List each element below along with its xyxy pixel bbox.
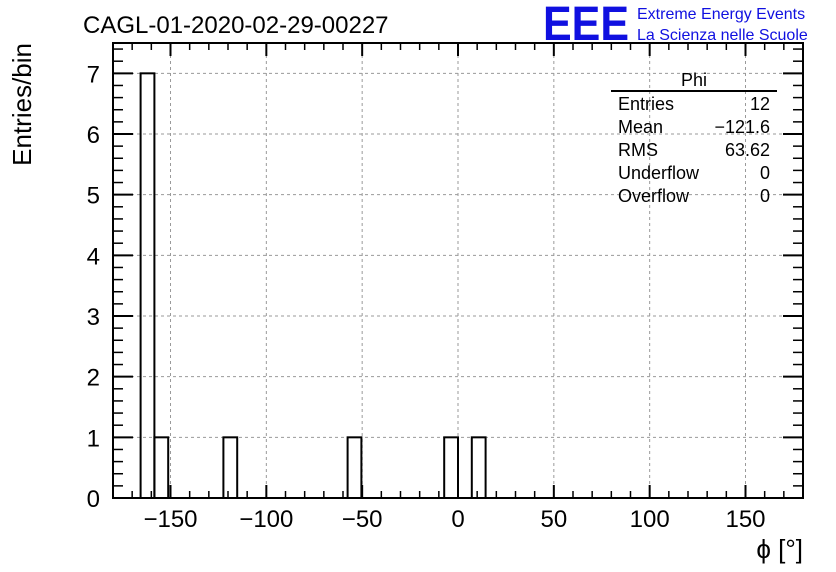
y-tick-label: 1	[87, 425, 100, 452]
x-tick-label: 100	[630, 506, 670, 533]
y-tick-label: 3	[87, 304, 100, 331]
y-tick-label: 0	[87, 486, 100, 513]
stats-row-label: Underflow	[618, 163, 700, 183]
stats-row-value: 0	[760, 163, 770, 183]
histogram-bar	[222, 436, 239, 500]
stats-row-value: 12	[750, 94, 770, 114]
x-tick-label: −150	[143, 506, 197, 533]
x-axis-label: ϕ [°]	[756, 534, 803, 564]
stats-box: Phi Entries 12 Mean −121.6 RMS 63.62 Underflow…	[611, 70, 777, 206]
y-tick-label: 5	[87, 183, 100, 210]
axis-ticks	[113, 43, 803, 499]
stats-row-label: Entries	[618, 94, 674, 114]
y-tick-label: 7	[87, 61, 100, 88]
x-tick-label: 150	[725, 506, 765, 533]
stats-row-label: Overflow	[618, 186, 690, 206]
x-tick-label: −100	[239, 506, 293, 533]
histogram-bar	[139, 72, 156, 499]
grid-lines	[113, 43, 803, 498]
stats-row-label: RMS	[618, 140, 658, 160]
stats-row-value: −121.6	[714, 117, 770, 137]
chart-title: CAGL-01-2020-02-29-00227	[83, 12, 389, 39]
histogram-bars	[139, 72, 487, 500]
eee-logo-line1: Extreme Energy Events	[637, 6, 805, 23]
histogram-bar	[443, 436, 460, 500]
y-tick-label: 2	[87, 365, 100, 392]
y-axis-label: Entries/bin	[7, 43, 37, 166]
y-tick-label: 4	[87, 243, 100, 270]
eee-logo-line2: La Scienza nelle Scuole	[637, 27, 808, 44]
x-tick-labels: −150 −100 −50 0 50 100 150	[143, 506, 765, 533]
stats-box-title: Phi	[681, 70, 707, 90]
x-tick-label: 50	[540, 506, 567, 533]
x-tick-label: −50	[342, 506, 383, 533]
stats-row-value: 63.62	[725, 140, 770, 160]
y-tick-labels: 0 1 2 3 4 5 6 7	[87, 61, 100, 513]
histogram-bar	[153, 436, 170, 500]
y-tick-label: 6	[87, 122, 100, 149]
stats-row-label: Mean	[618, 117, 663, 137]
eee-logo-mark: EEE	[543, 0, 629, 51]
stats-row-value: 0	[760, 186, 770, 206]
histogram-bar	[470, 436, 487, 500]
x-tick-label: 0	[451, 506, 464, 533]
histogram-bar	[346, 436, 363, 500]
stats-box-rows: Entries 12 Mean −121.6 RMS 63.62 Underflow 0 Ove…	[618, 94, 770, 206]
eee-logo: EEE Extreme Energy Events La Scienza nel…	[543, 0, 808, 51]
